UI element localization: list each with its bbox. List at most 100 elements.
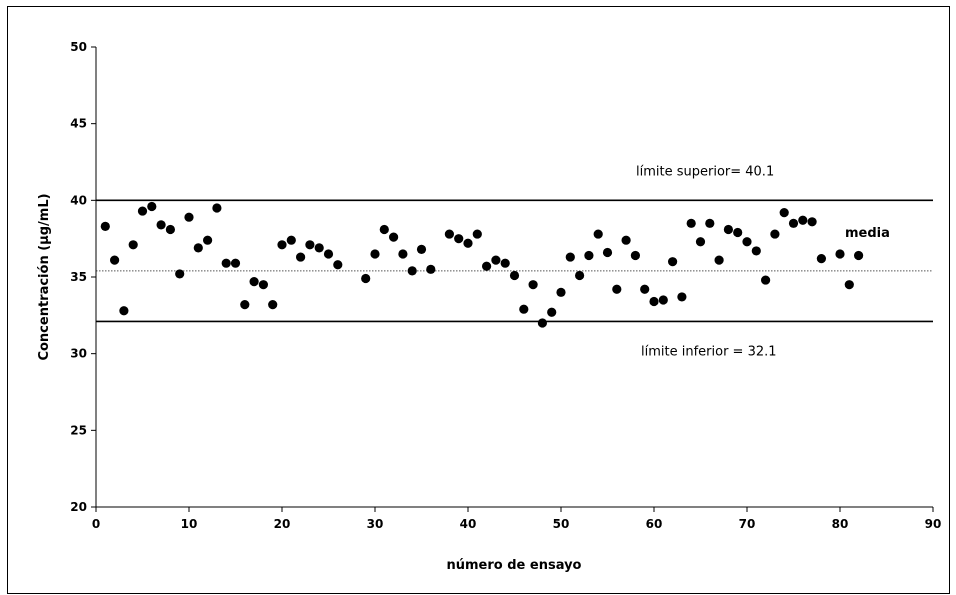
data-point <box>193 243 203 253</box>
data-point <box>807 217 817 227</box>
data-point <box>751 246 761 256</box>
data-point <box>444 229 454 239</box>
data-point <box>723 224 734 235</box>
data-point <box>854 250 864 261</box>
data-point <box>788 218 799 228</box>
data-point <box>733 227 743 238</box>
data-point <box>714 255 724 265</box>
data-point <box>640 284 650 294</box>
data-point <box>100 221 110 231</box>
data-point <box>314 243 324 253</box>
data-point <box>147 201 157 212</box>
data-point <box>184 212 194 222</box>
data-point <box>770 229 780 239</box>
x-tick-label: 60 <box>646 517 663 531</box>
data-point <box>500 258 510 268</box>
data-point <box>230 258 241 268</box>
data-point <box>156 220 166 230</box>
ref-label-límite-superior: límite superior= 40.1 <box>636 164 774 179</box>
x-tick-label: 10 <box>181 517 198 531</box>
ref-label-límite-inferior: límite inferior = 32.1 <box>641 344 777 359</box>
y-ticks: 20 25 30 35 40 45 50 <box>70 40 96 514</box>
data-point <box>695 237 706 247</box>
x-axis-title: número de ensayo <box>447 558 582 573</box>
data-point <box>426 264 436 274</box>
data-point <box>630 250 641 261</box>
data-point <box>212 203 222 213</box>
ref-label-media: media <box>845 226 890 241</box>
data-point <box>602 247 613 258</box>
data-point <box>798 215 808 225</box>
data-point <box>519 304 529 314</box>
x-tick-label: 30 <box>367 517 384 531</box>
y-tick-label: 30 <box>70 347 87 361</box>
data-point <box>686 218 696 228</box>
data-point <box>258 280 268 290</box>
y-tick-label: 20 <box>70 500 87 514</box>
chart-frame: 0 10 20 30 40 50 60 70 80 90 20 25 30 35 40 45 50 límit… <box>7 6 950 594</box>
data-point <box>816 254 827 264</box>
data-point <box>240 300 250 310</box>
data-point <box>472 229 482 239</box>
data-point <box>584 250 594 261</box>
data-point <box>137 206 148 216</box>
data-point <box>761 275 771 285</box>
data-point <box>323 249 334 259</box>
y-tick-label: 40 <box>70 193 87 207</box>
data-point <box>509 270 520 281</box>
data-point <box>491 255 501 265</box>
data-point <box>612 284 622 294</box>
data-point <box>844 280 854 290</box>
data-point <box>175 269 185 279</box>
x-ticks: 0 10 20 30 40 50 60 70 80 90 <box>92 507 942 531</box>
y-tick-label: 35 <box>70 270 87 284</box>
x-tick-label: 80 <box>832 517 849 531</box>
x-tick-label: 50 <box>553 517 570 531</box>
data-point <box>398 249 408 259</box>
data-point <box>547 307 557 317</box>
data-point <box>296 252 306 262</box>
data-point <box>389 232 399 242</box>
data-point <box>528 280 538 290</box>
data-point <box>537 318 548 328</box>
data-point <box>221 258 231 268</box>
data-point <box>575 270 585 281</box>
data-point <box>407 266 417 276</box>
x-tick-label: 90 <box>925 517 942 531</box>
data-point <box>649 296 659 307</box>
data-point <box>110 255 120 265</box>
y-tick-label: 50 <box>70 40 87 54</box>
data-point <box>286 235 296 245</box>
data-point <box>333 260 343 270</box>
data-point <box>677 292 687 302</box>
data-point <box>668 257 678 267</box>
data-point <box>565 252 575 262</box>
data-point <box>835 249 845 259</box>
data-point <box>454 234 464 244</box>
data-point <box>463 238 473 248</box>
reference-labels: límite superior= 40.1 media límite inferio… <box>636 164 890 359</box>
data-point <box>482 261 492 271</box>
data-point <box>249 277 259 287</box>
data-point <box>593 229 603 239</box>
data-point <box>128 240 138 250</box>
data-point <box>165 224 175 235</box>
x-tick-label: 40 <box>460 517 477 531</box>
data-point <box>658 295 668 305</box>
y-tick-label: 25 <box>70 423 87 437</box>
data-point <box>556 287 566 297</box>
reference-lines <box>96 199 933 323</box>
data-point <box>621 235 631 245</box>
y-axis-title: Concentración (µg/mL) <box>37 193 52 360</box>
x-tick-label: 20 <box>274 517 291 531</box>
data-point <box>268 300 278 310</box>
data-point <box>277 240 287 250</box>
data-point <box>203 235 213 245</box>
x-tick-label: 0 <box>92 517 100 531</box>
control-chart: 0 10 20 30 40 50 60 70 80 90 20 25 30 35 40 45 50 límit… <box>37 40 942 573</box>
data-point <box>379 224 389 235</box>
data-point <box>705 218 715 228</box>
data-point <box>370 249 380 259</box>
data-point <box>305 240 315 250</box>
data-point <box>416 244 427 254</box>
